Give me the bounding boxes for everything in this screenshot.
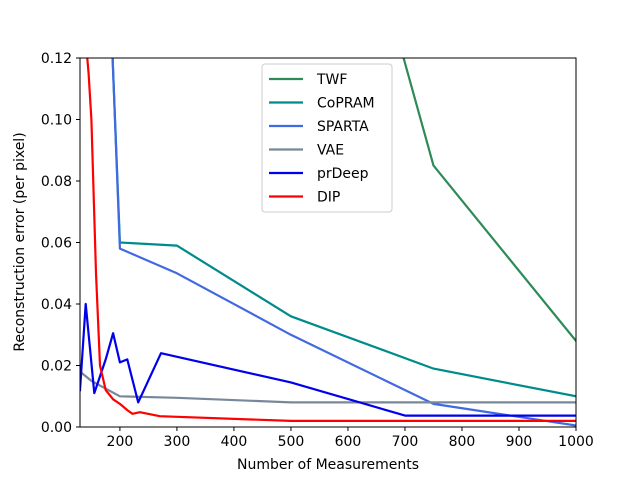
y-axis: 0.00 0.02 0.04 0.06 0.08 0.10 0.12	[41, 51, 80, 436]
x-tick-label: 500	[278, 434, 305, 450]
legend: TWF CoPRAM SPARTA VAE prDeep DIP	[261, 63, 393, 213]
series-line-vae	[80, 370, 576, 404]
legend-box	[261, 63, 393, 213]
x-tick-label: 400	[221, 434, 248, 450]
series-line-dip	[86, 58, 576, 422]
series-line-prdeep	[80, 302, 576, 417]
x-tick-label: 700	[392, 434, 419, 450]
legend-label-copram: CoPRAM	[317, 96, 375, 112]
x-axis-title: Number of Measurements	[237, 457, 419, 473]
legend-label-vae: VAE	[317, 143, 344, 159]
y-axis-title: Reconstruction error (per pixel)	[12, 132, 28, 351]
x-tick-label: 900	[506, 434, 533, 450]
y-tick-label: 0.06	[41, 236, 72, 252]
x-tick-label: 800	[449, 434, 476, 450]
x-tick-label: 1000	[558, 434, 594, 450]
series-line-sparta	[111, 58, 576, 427]
y-tick-label: 0.00	[41, 420, 72, 436]
x-tick-label: 300	[164, 434, 191, 450]
legend-label-sparta: SPARTA	[317, 119, 369, 135]
y-tick-label: 0.10	[41, 113, 72, 129]
series-layer	[80, 58, 576, 427]
legend-label-twf: TWF	[316, 72, 347, 88]
y-tick-label: 0.12	[41, 51, 72, 67]
y-tick-label: 0.04	[41, 297, 72, 313]
y-tick-label: 0.08	[41, 174, 72, 190]
x-tick-label: 600	[335, 434, 362, 450]
series-line-twf	[402, 58, 576, 343]
legend-label-prdeep: prDeep	[317, 166, 369, 182]
x-tick-label: 200	[107, 434, 134, 450]
x-axis: 200 300 400 500 600 700 800 900 1000	[107, 427, 594, 450]
y-tick-label: 0.02	[41, 359, 72, 375]
legend-label-dip: DIP	[317, 190, 340, 206]
